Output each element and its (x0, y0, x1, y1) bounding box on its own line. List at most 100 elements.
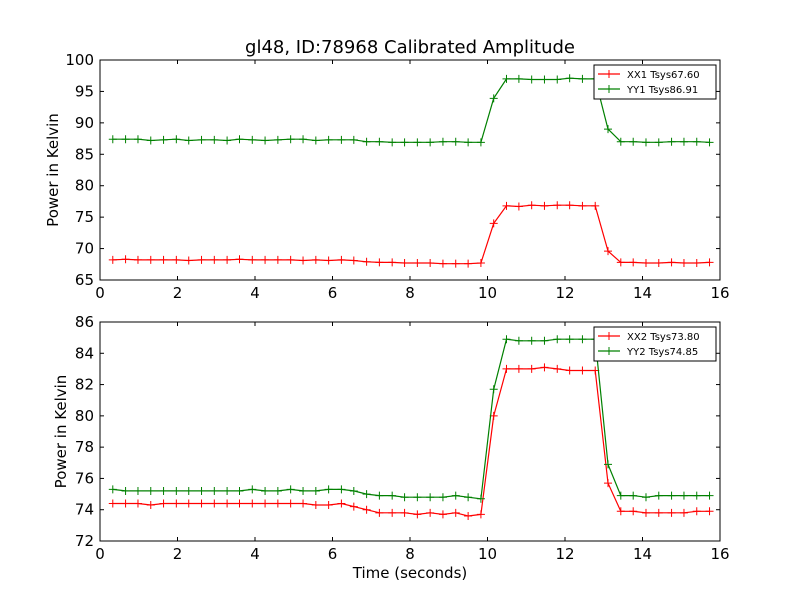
data-point-marker (311, 486, 320, 495)
data-point-marker (261, 136, 270, 145)
y-tick-label: 74 (75, 501, 94, 519)
data-point-marker (413, 510, 422, 519)
data-point-marker (235, 486, 244, 495)
data-point-marker (641, 508, 650, 517)
data-point-marker (553, 364, 562, 373)
data-point-marker (451, 259, 460, 268)
data-point-marker (654, 259, 663, 268)
x-tick-label: 10 (478, 545, 497, 563)
data-point-marker (172, 255, 181, 264)
data-point-marker (159, 499, 168, 508)
x-axis-label: Time (seconds) (352, 564, 468, 582)
data-point-marker (489, 219, 498, 228)
data-point-marker (375, 491, 384, 500)
x-tick-label: 12 (555, 545, 574, 563)
data-point-marker (604, 460, 613, 469)
data-point-marker (388, 491, 397, 500)
x-tick-label: 6 (328, 284, 338, 302)
data-point-marker (248, 499, 257, 508)
data-point-marker (553, 201, 562, 210)
y-tick-label: 80 (75, 407, 94, 425)
data-point-marker (121, 499, 130, 508)
data-point-marker (337, 135, 346, 144)
data-point-marker (388, 138, 397, 147)
data-point-marker (413, 493, 422, 502)
data-point-marker (223, 136, 232, 145)
x-tick-label: 2 (173, 545, 183, 563)
data-point-marker (629, 507, 638, 516)
data-point-marker (108, 499, 117, 508)
x-tick-label: 16 (710, 545, 729, 563)
data-point-marker (299, 135, 308, 144)
data-point-marker (514, 336, 523, 345)
data-point-marker (108, 135, 117, 144)
data-point-marker (629, 258, 638, 267)
data-point-marker (629, 137, 638, 146)
data-point-marker (705, 258, 714, 267)
data-point-marker (388, 258, 397, 267)
data-point-marker (464, 493, 473, 502)
data-point-marker (159, 135, 168, 144)
data-point-marker (108, 255, 117, 264)
y-tick-label: 80 (75, 177, 94, 195)
data-point-marker (565, 201, 574, 210)
data-point-marker (616, 491, 625, 500)
data-point-marker (184, 499, 193, 508)
data-point-marker (553, 75, 562, 84)
data-point-marker (146, 255, 155, 264)
data-point-marker (133, 255, 142, 264)
data-point-marker (667, 258, 676, 267)
data-point-marker (667, 508, 676, 517)
data-point-marker (146, 501, 155, 510)
data-point-marker (349, 486, 358, 495)
data-point-marker (705, 138, 714, 147)
x-tick-label: 14 (633, 284, 652, 302)
data-point-marker (146, 136, 155, 145)
data-point-marker (667, 491, 676, 500)
data-point-marker (679, 259, 688, 268)
data-point-marker (565, 74, 574, 83)
legend-marker (605, 85, 613, 93)
data-point-marker (311, 501, 320, 510)
data-point-marker (616, 507, 625, 516)
data-point-marker (375, 137, 384, 146)
data-point-marker (553, 335, 562, 344)
y-tick-label: 76 (75, 469, 94, 487)
x-tick-label: 2 (173, 284, 183, 302)
data-point-marker (324, 256, 333, 265)
data-point-marker (210, 486, 219, 495)
data-point-marker (502, 74, 511, 83)
data-point-marker (235, 255, 244, 264)
data-point-marker (476, 510, 485, 519)
chart-title: gl48, ID:78968 Calibrated Amplitude (245, 37, 575, 58)
data-point-marker (133, 499, 142, 508)
data-point-marker (248, 135, 257, 144)
data-point-marker (604, 479, 613, 488)
legend: XX2 Tsys73.80 YY2 Tsys74.85 (593, 326, 717, 362)
data-point-marker (400, 508, 409, 517)
x-tick-label: 0 (95, 284, 105, 302)
data-point-marker (286, 135, 295, 144)
x-tick-label: 4 (250, 284, 260, 302)
x-tick-label: 6 (328, 545, 338, 563)
data-point-marker (299, 499, 308, 508)
data-point-marker (197, 255, 206, 264)
x-tick-label: 8 (405, 545, 415, 563)
data-point-marker (184, 136, 193, 145)
data-point-marker (362, 490, 371, 499)
data-point-marker (667, 137, 676, 146)
data-point-marker (527, 75, 536, 84)
data-point-marker (464, 511, 473, 520)
data-point-marker (146, 486, 155, 495)
data-point-marker (527, 201, 536, 210)
data-point-marker (286, 499, 295, 508)
data-point-marker (311, 255, 320, 264)
legend-label: XX1 Tsys67.60 (627, 70, 700, 81)
data-point-marker (692, 491, 701, 500)
data-point-marker (616, 137, 625, 146)
data-point-marker (679, 508, 688, 517)
data-point-marker (235, 499, 244, 508)
data-point-marker (502, 335, 511, 344)
